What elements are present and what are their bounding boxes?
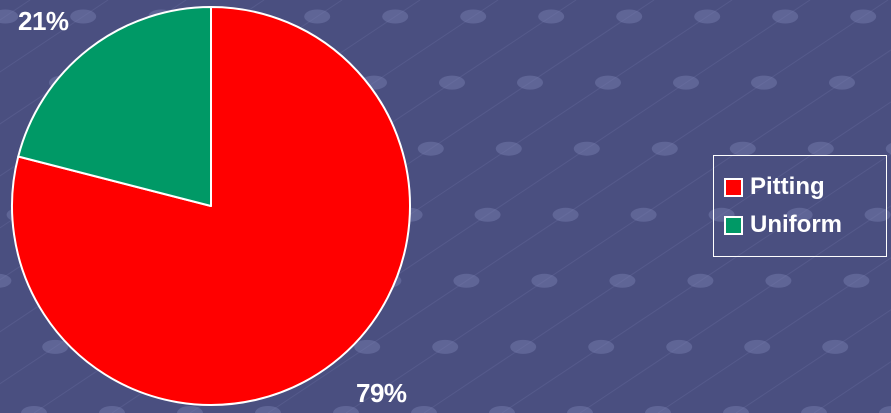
bg-line [579, 205, 891, 413]
legend-swatch-uniform [724, 215, 743, 235]
bg-dot [489, 406, 515, 413]
bg-dot [99, 406, 125, 413]
bg-dot [829, 75, 855, 90]
bg-dot [538, 9, 565, 24]
bg-dot [801, 406, 827, 413]
chart-legend: Pitting Uniform [713, 155, 887, 257]
bg-dot [630, 207, 657, 222]
bg-dot [177, 406, 203, 413]
bg-dot [460, 9, 487, 24]
bg-dot [333, 406, 359, 413]
bg-dot [595, 75, 621, 90]
bg-dot [694, 9, 721, 24]
bg-dot [850, 9, 877, 24]
bg-dot [432, 339, 459, 354]
bg-dot [70, 9, 97, 24]
bg-dot [411, 406, 437, 413]
bg-dot [552, 207, 579, 222]
bg-line [735, 309, 891, 413]
legend-item-uniform: Uniform [724, 206, 886, 244]
bg-dot [474, 207, 501, 222]
bg-dot [382, 9, 409, 24]
bg-dot [517, 75, 543, 90]
bg-dot [864, 207, 891, 222]
bg-dot [687, 273, 714, 288]
slice-label-pitting: 79% [356, 378, 407, 408]
bg-line [267, 0, 889, 413]
bg-dot [453, 273, 480, 288]
bg-dot [21, 406, 47, 413]
bg-dot [786, 207, 813, 222]
bg-line [423, 101, 891, 413]
bg-dot [645, 406, 671, 413]
bg-dot [609, 273, 636, 288]
bg-dot [510, 339, 537, 354]
bg-line [657, 257, 891, 413]
bg-dot [772, 9, 799, 24]
bg-dot [666, 339, 693, 354]
bg-dot [723, 406, 749, 413]
bg-dot [304, 9, 331, 24]
bg-dot [673, 75, 699, 90]
bg-dot [0, 9, 19, 24]
bg-dot [744, 339, 771, 354]
bg-dot [765, 273, 792, 288]
bg-dot [495, 141, 522, 156]
bg-dot [588, 339, 615, 354]
bg-dot [567, 406, 593, 413]
bg-dot [0, 273, 12, 288]
bg-dot [616, 9, 643, 24]
bg-dot [843, 273, 870, 288]
legend-label-pitting: Pitting [750, 173, 825, 200]
bg-dot [573, 141, 600, 156]
bg-dot [42, 339, 69, 354]
bg-line [345, 49, 891, 413]
bg-dot [354, 339, 381, 354]
bg-dot [729, 141, 756, 156]
bg-line [0, 0, 109, 73]
bg-line [501, 153, 891, 413]
bg-dot [417, 141, 444, 156]
bg-dot [255, 406, 281, 413]
legend-label-uniform: Uniform [750, 211, 842, 238]
bg-dot [822, 339, 849, 354]
bg-dot [439, 75, 465, 90]
bg-dot [807, 141, 834, 156]
legend-swatch-pitting [724, 177, 743, 197]
bg-dot [885, 143, 891, 155]
bg-dot [879, 406, 891, 413]
legend-item-pitting: Pitting [724, 168, 886, 206]
bg-dot [531, 273, 558, 288]
bg-dot [751, 75, 777, 90]
bg-dot [651, 141, 678, 156]
pie-slice-uniform [17, 6, 212, 207]
slice-label-uniform: 21% [18, 6, 69, 36]
